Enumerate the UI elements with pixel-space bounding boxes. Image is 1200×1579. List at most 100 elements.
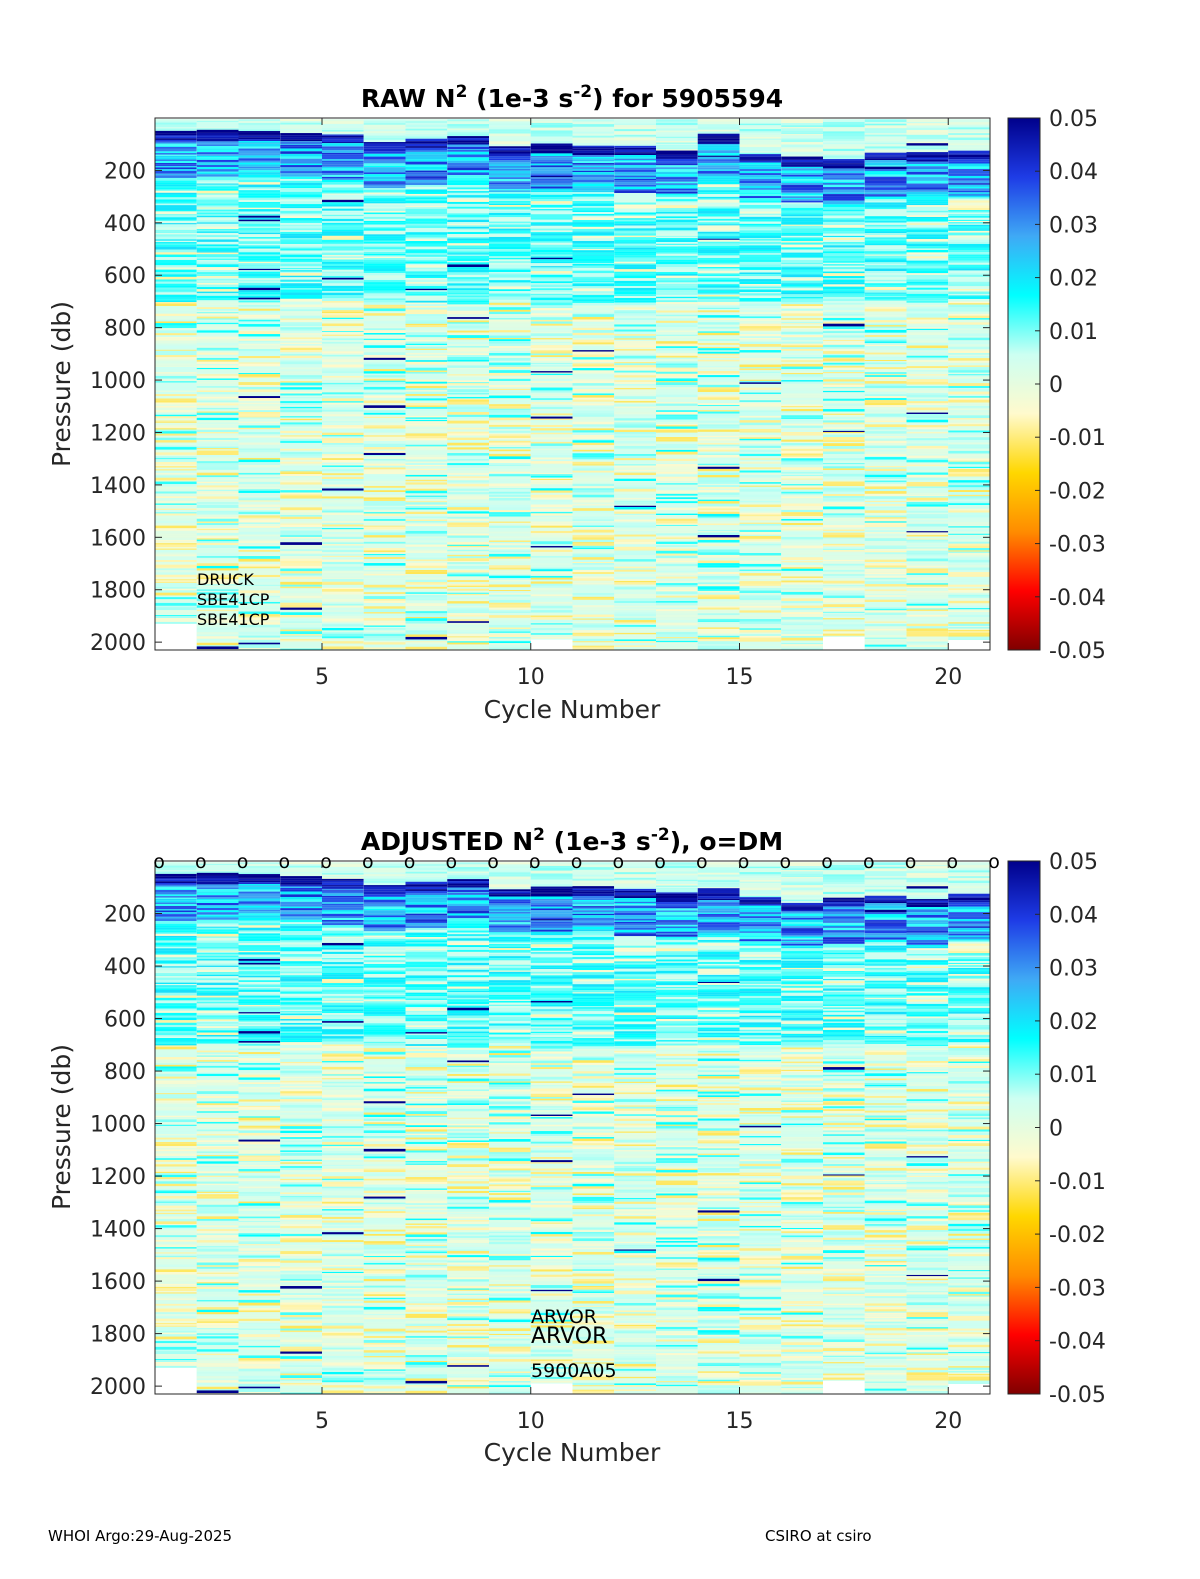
heatmap-cell [572, 177, 615, 179]
heatmap-cell [781, 174, 823, 177]
heatmap-column-cycle-9 [489, 119, 531, 651]
heatmap-cell [823, 587, 865, 591]
heatmap-cell [363, 532, 406, 536]
heatmap-cell [447, 258, 489, 261]
heatmap-cell [530, 427, 573, 429]
heatmap-cell [363, 465, 406, 468]
heatmap-cell [572, 301, 615, 304]
heatmap-cell [656, 416, 698, 420]
heatmap-cell [322, 178, 364, 180]
heatmap-cell [614, 467, 656, 470]
heatmap-cell [781, 485, 823, 488]
heatmap-cell [405, 634, 448, 637]
heatmap-cell [363, 291, 406, 294]
heatmap-cell [614, 231, 656, 234]
heatmap-cell [447, 518, 489, 522]
heatmap-cell [155, 190, 197, 193]
heatmap-cell [489, 637, 531, 639]
heatmap-cell [614, 575, 656, 578]
heatmap-cell [489, 530, 531, 532]
heatmap-cell [405, 203, 448, 207]
heatmap-cell [489, 422, 531, 425]
heatmap-cell [322, 394, 364, 396]
heatmap-cell [280, 612, 322, 615]
heatmap-cell [614, 145, 656, 148]
heatmap-cell [322, 137, 364, 140]
heatmap-cell [155, 582, 197, 585]
heatmap-cell [739, 595, 782, 598]
heatmap-cell [823, 192, 865, 195]
heatmap-cell [572, 364, 615, 367]
heatmap-cell [823, 189, 865, 193]
heatmap-cell [823, 497, 865, 500]
heatmap-cell [864, 350, 907, 353]
heatmap-cell [489, 146, 531, 149]
heatmap-cell [781, 170, 823, 173]
heatmap-cell [447, 272, 489, 275]
heatmap-cell [781, 154, 823, 156]
heatmap-cell [405, 548, 448, 551]
heatmap-cell [781, 560, 823, 562]
heatmap-cell [823, 548, 865, 551]
heatmap-cell [572, 482, 615, 484]
heatmap-cell [489, 273, 531, 275]
heatmap-cell [656, 216, 698, 219]
heatmap-cell [196, 231, 239, 233]
heatmap-cell [280, 311, 322, 314]
heatmap-cell [697, 405, 740, 407]
heatmap-cell [489, 184, 531, 187]
heatmap-cell [155, 192, 197, 195]
heatmap-cell [196, 247, 239, 250]
heatmap-cell [864, 480, 907, 482]
heatmap-cell [322, 166, 364, 169]
heatmap-cell [489, 218, 531, 222]
heatmap-cell [864, 498, 907, 501]
heatmap-cell [322, 279, 364, 281]
heatmap-cell [447, 627, 489, 631]
heatmap-cell [447, 580, 489, 583]
heatmap-cell [530, 149, 573, 151]
heatmap-cell [489, 200, 531, 203]
heatmap-cell [656, 282, 698, 284]
heatmap-cell [405, 574, 448, 576]
heatmap-cell [697, 358, 740, 360]
heatmap-cell [572, 152, 615, 156]
heatmap-cell [656, 316, 698, 319]
heatmap-cell [864, 144, 907, 147]
heatmap-cell [196, 591, 239, 593]
heatmap-cell [656, 611, 698, 613]
heatmap-cell [405, 597, 448, 599]
heatmap-cell [656, 368, 698, 372]
heatmap-cell [530, 461, 573, 464]
heatmap-cell [697, 393, 740, 396]
heatmap-cell [572, 131, 615, 134]
heatmap-cell [155, 135, 197, 137]
heatmap-cell [864, 125, 907, 129]
heatmap-cell [739, 486, 782, 490]
heatmap-cell [280, 438, 322, 441]
heatmap-cell [489, 365, 531, 367]
heatmap-cell [656, 537, 698, 539]
heatmap-cell [739, 425, 782, 427]
heatmap-cell [739, 453, 782, 457]
heatmap-cell [656, 165, 698, 168]
heatmap-cell [530, 453, 573, 456]
heatmap-cell [781, 438, 823, 440]
heatmap-cell [614, 602, 656, 606]
heatmap-cell [238, 258, 281, 261]
heatmap-cell [697, 627, 740, 630]
heatmap-cell [656, 642, 698, 645]
heatmap-cell [739, 437, 782, 439]
heatmap-cell [781, 200, 823, 203]
heatmap-cell [447, 264, 489, 268]
heatmap-cell [155, 197, 197, 199]
heatmap-cell [155, 259, 197, 263]
heatmap-cell [572, 466, 615, 469]
heatmap-cell [656, 602, 698, 606]
heatmap-cell [739, 597, 782, 601]
heatmap-cell [155, 319, 197, 322]
heatmap-cell [489, 645, 531, 648]
heatmap-cell [530, 622, 573, 624]
heatmap-cell [781, 627, 823, 630]
heatmap-cell [572, 502, 615, 505]
